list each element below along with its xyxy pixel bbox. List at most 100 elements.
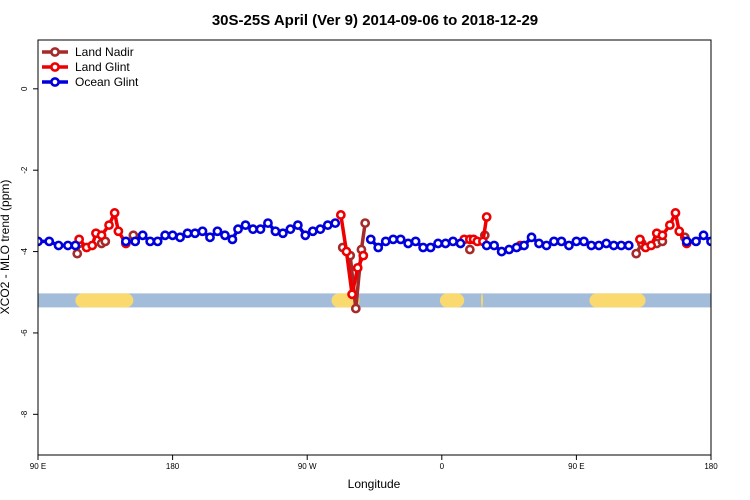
ocean-glint-point xyxy=(616,240,627,251)
ocean-glint-point xyxy=(586,240,597,251)
land-glint-point xyxy=(657,230,668,241)
ocean-glint-point xyxy=(511,242,522,253)
land-nadir-point xyxy=(360,218,371,228)
land-glint-point xyxy=(646,240,657,251)
ocean-glint-point xyxy=(373,242,384,253)
axes: 90 E 180 90 W 0 90 E 180 0 -2 -4 -6 -8 xyxy=(20,86,718,471)
ocean-glint-point xyxy=(698,230,709,241)
ocean-glint-point xyxy=(220,230,230,241)
ocean-glint-point xyxy=(227,234,238,245)
ocean-glint-point xyxy=(255,224,266,235)
x-tick-label: 0 xyxy=(440,462,445,471)
land-glint-point xyxy=(335,210,346,220)
land-nadir-point xyxy=(350,303,361,314)
ocean-glint-point xyxy=(433,238,443,249)
x-tick-label: 180 xyxy=(704,462,718,471)
ocean-glint-point xyxy=(152,236,163,247)
ocean-glint-point xyxy=(285,224,296,235)
y-tick-label: -6 xyxy=(20,329,29,337)
ocean-glint-point xyxy=(240,220,251,231)
ocean-glint-point xyxy=(197,226,208,237)
ocean-glint-point xyxy=(549,236,559,247)
ocean-glint-point xyxy=(691,236,701,247)
ocean-glint-point xyxy=(388,234,399,245)
ocean-glint-point xyxy=(300,230,311,241)
land-glint-point xyxy=(113,226,124,237)
x-tick-label: 90 E xyxy=(30,462,46,471)
y-tick-label: -2 xyxy=(20,166,29,174)
ocean-glint-point xyxy=(504,244,514,255)
land-glint-legend-label: Land Glint xyxy=(75,60,130,74)
ocean-glint-point xyxy=(681,236,692,247)
land-nadir-legend-label: Land Nadir xyxy=(75,45,134,59)
ocean-glint-legend-label: Ocean Glint xyxy=(75,75,139,89)
ocean-glint-point xyxy=(175,232,185,243)
ocean-glint-point xyxy=(448,236,458,247)
ocean-glint-point xyxy=(167,230,178,241)
land-glint-point xyxy=(670,208,681,218)
x-axis-label: Longitude xyxy=(348,477,401,491)
land-glint-point xyxy=(96,230,107,241)
ocean-glint-point xyxy=(489,240,500,251)
ocean-glint-point xyxy=(715,238,722,245)
plot-frame xyxy=(37,39,712,456)
ocean-glint-point xyxy=(145,236,156,247)
ocean-glint-point xyxy=(44,236,55,247)
ocean-glint-point xyxy=(63,240,73,251)
y-axis-label: XCO2 - MLO trend (ppm) xyxy=(0,180,12,315)
land-glint-point xyxy=(481,212,492,222)
ocean-glint-point xyxy=(120,236,131,247)
ocean-glint-point xyxy=(380,236,391,247)
ocean-glint-point xyxy=(608,240,619,251)
ocean-glint-point xyxy=(571,236,582,247)
ocean-glint-point xyxy=(578,236,589,247)
land-band xyxy=(589,293,646,308)
land-glint-point xyxy=(352,262,363,273)
ocean-glint-point xyxy=(403,238,414,249)
ocean-band xyxy=(38,293,711,308)
land-band xyxy=(439,293,465,308)
land-nadir-point xyxy=(72,248,83,259)
land-nadir-legend-marker xyxy=(50,47,60,57)
ocean-glint-point xyxy=(481,240,492,251)
land-glint-point xyxy=(87,240,98,251)
land-glint-point xyxy=(109,208,120,218)
ocean-glint-point xyxy=(601,238,612,249)
ocean-glint-point xyxy=(70,240,81,251)
ocean-glint-point xyxy=(541,240,552,251)
land-glint-point xyxy=(341,246,352,257)
ocean-glint-point xyxy=(233,224,243,235)
series-layer xyxy=(38,208,729,314)
x-tick-label: 90 E xyxy=(568,462,584,471)
land-glint-point xyxy=(347,289,357,300)
land-glint-point xyxy=(358,250,369,261)
ocean-glint-point xyxy=(425,242,436,253)
ocean-glint-point xyxy=(53,240,64,251)
ocean-glint-legend-marker xyxy=(50,77,60,87)
ocean-glint-point xyxy=(722,232,729,239)
ocean-glint-point xyxy=(315,224,326,235)
ocean-glint-point xyxy=(395,234,406,245)
ocean-glint-point xyxy=(322,220,333,231)
ocean-glint-point xyxy=(263,218,273,228)
land-nadir-point xyxy=(631,248,642,259)
ocean-glint-point xyxy=(455,238,466,249)
ocean-glint-point xyxy=(623,240,634,251)
ocean-glint-point xyxy=(496,246,507,257)
ocean-glint-point xyxy=(564,240,574,251)
ocean-glint-point xyxy=(365,234,376,245)
ocean-glint-point xyxy=(519,240,529,251)
ocean-glint-point xyxy=(307,226,318,237)
ocean-glint-point xyxy=(410,236,421,247)
ocean-glint-point xyxy=(440,238,451,249)
ocean-glint-point xyxy=(270,226,281,237)
ocean-glint-point xyxy=(292,220,303,231)
ocean-glint-point xyxy=(277,228,288,239)
ocean-glint-point xyxy=(556,236,567,247)
surface-band xyxy=(38,293,711,308)
ocean-glint-point xyxy=(330,218,341,228)
y-tick-label: -8 xyxy=(20,410,29,418)
ocean-glint-point xyxy=(137,230,148,241)
